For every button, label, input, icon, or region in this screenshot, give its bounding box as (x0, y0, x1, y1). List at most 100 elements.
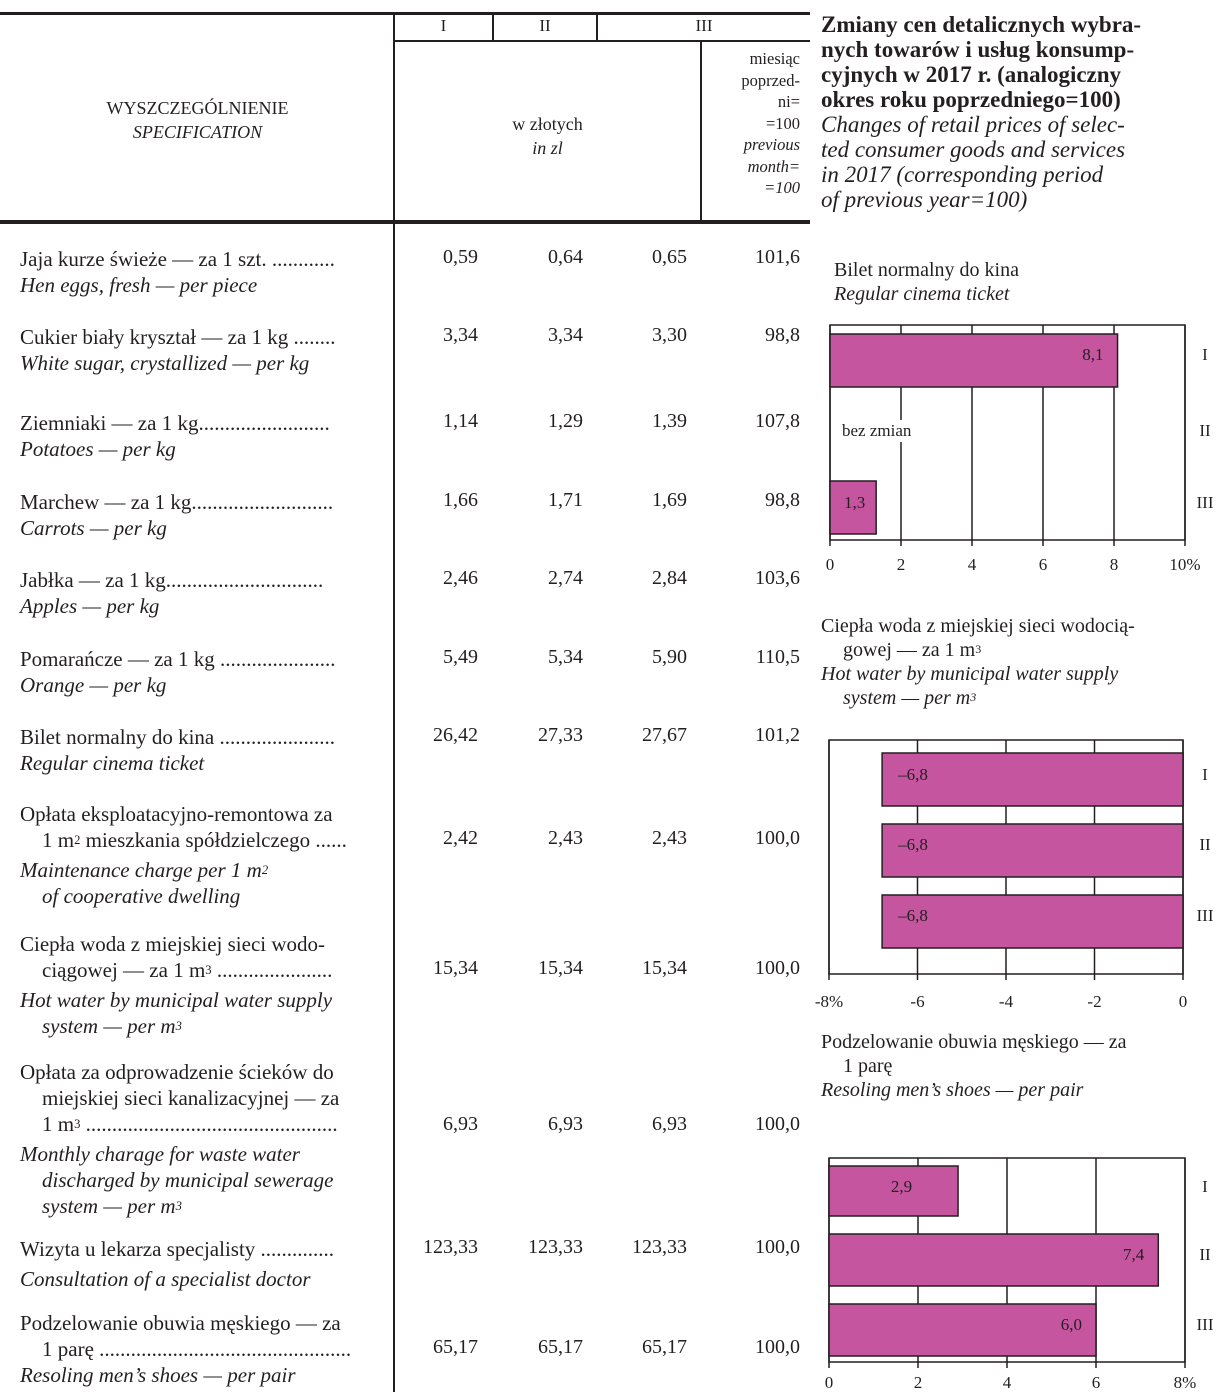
row-description: Jabłka — za 1 kg........................… (20, 567, 385, 619)
row-label-pl: Opłata eksploatacyjno-remontowa za (20, 802, 333, 826)
row-label-en: Orange — per kg (20, 673, 167, 697)
cell-iii: 1,69 (652, 489, 687, 511)
cell-i: 6,93 (443, 1113, 478, 1135)
tick-label: -6 (910, 992, 924, 1011)
cell-iii: 3,30 (652, 324, 687, 346)
bar (881, 894, 1184, 949)
bar (828, 1233, 1160, 1287)
tick-label: 8% (1174, 1373, 1197, 1392)
row-description: Pomarańcze — za 1 kg ...................… (20, 646, 385, 698)
bar (881, 752, 1184, 807)
tick-label: -8% (815, 992, 843, 1011)
row-label-en: Regular cinema ticket (20, 751, 205, 775)
cell-iii: 0,65 (652, 246, 687, 268)
row-label-pl: miejskiej sieci kanalizacyjnej — za (42, 1086, 340, 1110)
cell-i: 3,34 (443, 324, 478, 346)
zloty-header-en: in zl (532, 138, 563, 158)
category-label: II (1199, 835, 1211, 854)
previous-month-header-pl: ni= (777, 92, 800, 111)
cell-i: 123,33 (423, 1236, 478, 1258)
cell-ii: 123,33 (528, 1236, 583, 1258)
row-label-pl: 1 m2 mieszkania spółdzielczego ...... (42, 828, 347, 852)
row-label-pl: Wizyta u lekarza specjalisty ...........… (20, 1237, 335, 1261)
panel-title: Zmiany cen detalicznych wybra- nych towa… (821, 12, 1220, 212)
chart-title-en: Regular cinema ticket (834, 283, 1010, 305)
cell-ii: 0,64 (548, 246, 583, 268)
bar-value-label: –6,8 (897, 835, 928, 854)
row-label-pl: Jabłka — za 1 kg........................… (20, 568, 324, 592)
cell-ii: 5,34 (548, 646, 583, 668)
category-label: III (1197, 1315, 1214, 1334)
tick-label: 6 (1039, 555, 1048, 574)
cell-iii: 1,39 (652, 410, 687, 432)
cell-iii: 2,84 (652, 567, 687, 589)
row-label-pl: Opłata za odprowadzenie ścieków do (20, 1060, 334, 1084)
bar-value-label: 7,4 (1123, 1245, 1145, 1264)
cell-iii: 27,67 (642, 724, 687, 746)
cell-previous-month: 101,6 (755, 246, 800, 268)
cell-i: 1,14 (443, 410, 478, 432)
panel-title-en: ted consumer goods and services (821, 137, 1126, 162)
tick-label: 0 (1179, 992, 1188, 1011)
row-label-en: Hot water by municipal water supply (20, 988, 333, 1012)
cell-ii: 3,34 (548, 324, 583, 346)
cell-ii: 2,43 (548, 827, 583, 849)
row-description: Jaja kurze świeże — za 1 szt. ..........… (20, 246, 385, 298)
row-description: Ziemniaki — za 1 kg.....................… (20, 410, 385, 462)
row-label-en: Potatoes — per kg (20, 437, 176, 461)
specification-header-en: SPECIFICATION (132, 122, 263, 142)
cell-iii: 2,43 (652, 827, 687, 849)
category-label: II (1199, 421, 1211, 440)
row-description: Bilet normalny do kina .................… (20, 724, 385, 776)
chart-title-pl: gowej — za 1 m3 (843, 639, 982, 661)
tick-label: 0 (826, 555, 835, 574)
col-divider (393, 12, 395, 1392)
cell-previous-month: 101,2 (755, 724, 800, 746)
cell-i: 5,49 (443, 646, 478, 668)
cell-previous-month: 100,0 (755, 957, 800, 979)
cell-iii: 65,17 (642, 1336, 687, 1358)
cell-i: 0,59 (443, 246, 478, 268)
tick-label: 8 (1110, 555, 1119, 574)
row-label-en: Apples — per kg (20, 594, 160, 618)
cell-i: 1,66 (443, 489, 478, 511)
chart-title-en: Hot water by municipal water supply (821, 663, 1119, 685)
table-header-rule (0, 220, 810, 224)
panel-title-en: Changes of retail prices of selec- (821, 112, 1125, 137)
cell-ii: 27,33 (538, 724, 583, 746)
bar-value-label: 6,0 (1061, 1315, 1082, 1334)
cell-ii: 15,34 (538, 957, 583, 979)
price-table: I II III WYSZCZEGÓLNIENIE SPECIFICATION … (0, 12, 810, 1392)
cell-i: 26,42 (433, 724, 478, 746)
cell-previous-month: 98,8 (765, 489, 800, 511)
tick-label: 0 (825, 1373, 834, 1392)
chart-title-pl: Bilet normalny do kina (834, 259, 1019, 281)
col-divider (596, 12, 598, 42)
header-rule (393, 40, 810, 42)
category-label: I (1202, 765, 1208, 784)
cell-i: 15,34 (433, 957, 478, 979)
row-description: Opłata eksploatacyjno-remontowa za 1 m2 … (20, 801, 385, 909)
bar-value-label: 2,9 (891, 1177, 912, 1196)
bar (828, 1303, 1097, 1357)
row-label-en: Hen eggs, fresh — per piece (20, 273, 258, 297)
row-description: Wizyta u lekarza specjalisty ...........… (20, 1236, 385, 1292)
bar (829, 480, 877, 535)
bar (881, 823, 1184, 878)
tick-label: -4 (999, 992, 1014, 1011)
cell-iii: 5,90 (652, 646, 687, 668)
row-label-en: Monthly charage for waste water (20, 1142, 300, 1166)
row-label-en: Resoling men’s shoes — per pair (20, 1363, 296, 1387)
panel-title-en: of previous year=100) (821, 187, 1028, 212)
row-label-pl: Marchew — za 1 kg.......................… (20, 490, 334, 514)
row-label-pl: Ziemniaki — za 1 kg.....................… (20, 411, 330, 435)
row-label-en: system — per m3 (42, 1194, 182, 1218)
cell-ii: 6,93 (548, 1113, 583, 1135)
cell-previous-month: 98,8 (765, 324, 800, 346)
bar-value-label: 1,3 (844, 493, 865, 512)
row-description: Ciepła woda z miejskiej sieci wodo- ciąg… (20, 931, 385, 1039)
previous-month-header-en: =100 (764, 178, 800, 197)
cell-previous-month: 100,0 (755, 1336, 800, 1358)
tick-label: 2 (897, 555, 906, 574)
row-label-en: Consultation of a specialist doctor (20, 1267, 311, 1291)
